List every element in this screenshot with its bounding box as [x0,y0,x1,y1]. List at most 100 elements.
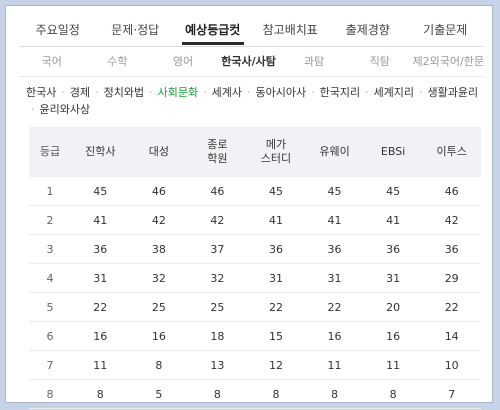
main-tabs: 주요일정 문제·정답 예상등급컷 참고배치표 출제경향 기출문제 [19,14,484,46]
tab-5[interactable]: 출제경향 [345,23,390,37]
table-row: 1 45 46 46 45 45 45 46 [29,177,481,206]
category-link[interactable]: 윤리와사상 [39,103,91,116]
source-column-header: EBSi [363,127,423,177]
grade-cell: 6 [29,321,71,351]
category-separator: · [95,86,99,99]
tab-6[interactable]: 기출문제 [423,23,468,37]
category-separator: · [365,86,369,99]
grade-cell: 1 [29,177,71,206]
category-link[interactable]: 정치와법 [103,86,145,99]
score-cell: 45 [71,177,130,206]
header-line: 메가 [265,138,287,151]
score-cell: 42 [129,205,189,235]
table-row: 3 36 38 37 36 36 36 36 [29,234,481,264]
score-cell: 46 [188,177,247,206]
subject-tab-4[interactable]: 한국사/사탐 [221,55,276,68]
source-column-header: 종로 학원 [188,127,247,177]
score-cell: 7 [422,379,481,409]
category-separator: · [31,103,35,116]
category-link[interactable]: 한국지리 [319,86,361,99]
score-cell: 13 [188,350,247,380]
score-cell: 36 [71,234,130,264]
score-cell: 5 [129,379,189,409]
score-cell: 31 [71,263,130,293]
subtab-divider [19,76,484,77]
subject-tab-1[interactable]: 국어 [41,55,62,68]
score-cell: 42 [422,205,481,235]
score-cell: 32 [129,263,189,293]
score-cell: 20 [363,292,423,322]
source-column-header: 이투스 [422,127,481,177]
subject-tab-6[interactable]: 직탐 [369,55,390,68]
tab-3[interactable]: 예상등급컷 [174,15,252,45]
grade-cell: 8 [29,379,71,409]
score-cell: 16 [305,321,364,351]
grade-cut-table: 등급 진학사 대성 종로 학원 메가 스터디 유웨이 EBSi 이투스 1 45 46 46 45 45 4… [29,127,481,409]
score-cell: 45 [305,177,364,206]
category-separator: · [419,86,423,99]
score-cell: 25 [129,292,189,322]
tab-2[interactable]: 문제·정답 [111,23,160,37]
score-cell: 41 [363,205,423,235]
score-cell: 14 [422,321,481,351]
score-cell: 25 [188,292,247,322]
category-list: 한국사 · 경제 · 정치와법 · 사회문화 · 세계사 · 동아시아사 · 한국지리 · 세계지리 · 생활과… [26,84,481,118]
source-column-header: 진학사 [71,127,130,177]
tab-4[interactable]: 참고배치표 [262,23,318,37]
category-link[interactable]: 경제 [69,86,91,99]
score-cell: 32 [188,263,247,293]
category-separator: · [246,86,251,99]
tab-1[interactable]: 주요일정 [35,23,80,37]
category-link[interactable]: 세계지리 [373,86,415,99]
header-line: 진학사 [85,145,116,158]
table-header-row: 등급 진학사 대성 종로 학원 메가 스터디 유웨이 EBSi 이투스 [29,127,481,177]
subject-tabs: 국어 수학 영어 한국사/사탐 과탐 직탐 제2외국어/한문 [19,49,484,75]
subject-tab-3[interactable]: 영어 [172,55,194,68]
category-separator: · [311,86,315,99]
score-cell: 8 [305,379,364,409]
tab-divider [19,46,484,47]
score-cell: 29 [422,263,481,293]
score-cell: 36 [422,234,481,264]
score-cell: 8 [363,379,423,409]
score-cell: 36 [305,234,364,264]
score-cell: 10 [422,350,481,380]
score-cell: 41 [305,205,364,235]
score-cell: 15 [246,321,306,351]
source-column-header: 유웨이 [305,127,364,177]
grade-column-header: 등급 [29,127,71,177]
score-cell: 8 [188,379,247,409]
table-row: 4 31 32 32 31 31 31 29 [29,263,481,293]
score-cell: 37 [188,234,247,264]
score-cell: 38 [129,234,189,264]
content-panel: 주요일정 문제·정답 예상등급컷 참고배치표 출제경향 기출문제 국어 수학 영어 한국사/사탐… [5,5,493,409]
subject-tab-7[interactable]: 제2외국어/한문 [412,55,484,68]
score-cell: 22 [422,292,481,322]
header-line: 종로 [207,138,228,151]
category-link[interactable]: 한국사 [26,86,57,99]
table-row: 2 41 42 42 41 41 41 42 [29,205,481,235]
score-cell: 11 [305,350,364,380]
subject-tab-2[interactable]: 수학 [107,55,128,68]
score-cell: 31 [305,263,364,293]
category-link[interactable]: 생활과윤리 [427,86,479,99]
category-link[interactable]: 사회문화 [157,86,199,99]
score-cell: 12 [246,350,306,380]
score-cell: 8 [129,350,189,380]
header-line: 대성 [148,145,169,158]
grade-cell: 4 [29,263,71,293]
category-link[interactable]: 동아시아사 [255,86,307,99]
score-cell: 16 [71,321,130,351]
category-link[interactable]: 세계사 [211,86,242,99]
category-separator: · [149,86,153,99]
subject-tab-5[interactable]: 과탐 [304,55,325,68]
score-cell: 11 [363,350,423,380]
header-line: 스터디 [260,152,292,165]
score-cell: 22 [246,292,306,322]
table-body: 1 45 46 46 45 45 45 46 2 41 42 42 41 41 41 42 3 36 38 37 36 3… [29,177,481,409]
score-cell: 16 [363,321,423,351]
score-cell: 45 [246,177,306,206]
score-cell: 41 [71,205,130,235]
category-separator: · [203,86,207,99]
